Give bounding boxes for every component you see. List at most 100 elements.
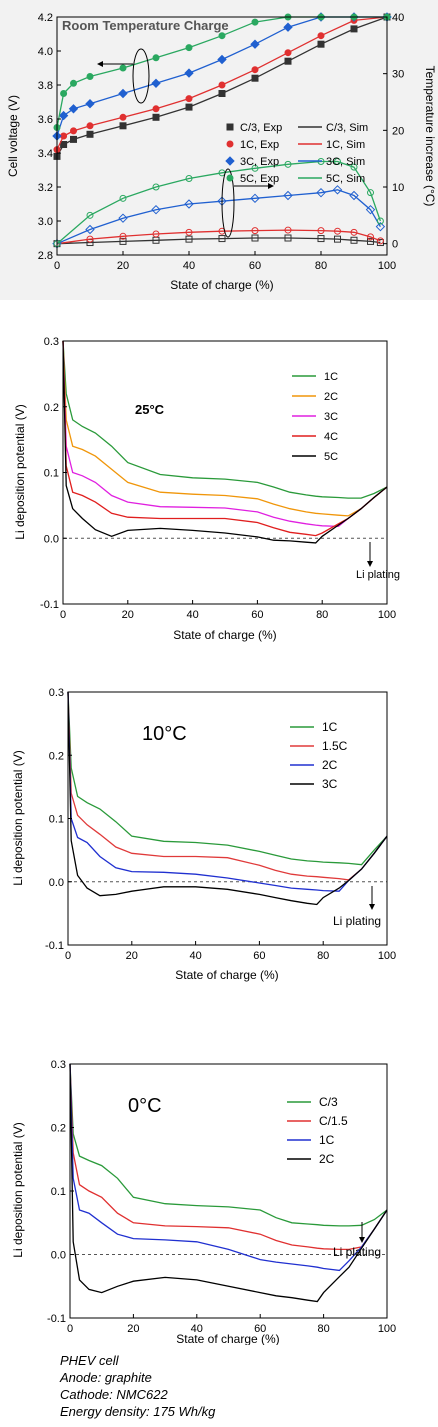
legend: C/3, Exp C/3, Sim 1C, Exp 1C, Sim 3C, Exp 3C,… [225,122,368,185]
data-marker [317,40,325,48]
legend-label-1C: 1C [324,371,338,383]
series-line-C/1.5 [69,1063,388,1251]
data-marker [283,22,293,32]
data-marker [334,158,341,165]
data-marker [119,232,127,240]
data-marker [58,110,69,121]
data-marker [283,190,293,201]
legend-exp-label: C/3, Exp [240,122,282,134]
plating-arrowhead [359,1237,365,1243]
data-marker [152,54,160,62]
legend-label-2C: 2C [319,1152,335,1166]
data-marker [251,164,259,172]
y-tick-label: 0.0 [44,533,59,545]
x-tick-label: 40 [191,1323,203,1335]
series-line-1C [69,1063,388,1272]
plating-arrow [359,1222,365,1243]
series-line-3C [67,691,388,906]
legend-sim-label: 3C, Sim [326,156,365,168]
y-tick-label: 3.0 [38,216,53,228]
x-tick-label: 0 [67,1323,73,1335]
data-marker [367,237,374,245]
legend-exp-label: 3C, Exp [240,156,279,168]
data-marker [316,187,326,198]
data-marker [284,57,292,65]
y-tick-label: 3.4 [38,148,53,160]
data-marker [185,175,193,182]
legend: 1C 2C 3C 4C 5C [292,371,338,463]
data-marker [250,39,260,49]
data-marker [284,226,292,234]
legend-sim-label: C/3, Sim [326,122,368,134]
legend-label-3C: 3C [322,777,338,791]
y2-tick-label: 30 [392,69,404,81]
series-line-1C [67,691,388,866]
data-marker [184,68,194,78]
data-marker [251,18,259,26]
x-axis: 0 20 40 60 80 100 [60,600,396,621]
y-tick-label: 0.0 [49,877,64,889]
plating-label: Li plating [333,914,381,928]
y-tick-label: 2.8 [38,250,53,262]
temperature-sim-line [56,237,381,245]
data-marker [119,122,127,130]
data-marker [350,236,358,244]
x-tick-label: 0 [60,609,66,621]
x-tick-label: 100 [378,950,396,962]
x-tick-label: 80 [317,950,329,962]
x-tick-label: 20 [126,950,138,962]
plating-arrow [367,542,373,567]
y-tick-label: 0.0 [51,1250,66,1262]
x-axis: 0 20 40 60 80 100 [67,1314,396,1335]
data-marker [350,228,358,236]
data-marker [118,213,128,223]
legend-label-2C: 2C [324,391,338,403]
y-tick-label: 3.8 [38,80,53,92]
data-marker [70,127,77,135]
data-marker [152,105,160,113]
temperature-annotation: 0°C [128,1095,162,1117]
voltage-ellipse [132,48,150,104]
data-marker [349,190,359,201]
x-tick-label: 40 [186,609,198,621]
legend-exp-label: 1C, Exp [240,139,279,151]
legend-label-3C: 3C [324,411,338,423]
data-marker [250,193,260,204]
chart-title: Room Temperature Charge [62,18,229,33]
data-marker [85,98,95,109]
panel-10C: 0 20 40 60 80 100 -0.1 0.0 0.1 0.2 0.3 State of c… [11,687,396,982]
y-tick-label: 0.2 [51,1123,66,1135]
data-marker [70,79,77,87]
data-marker [218,32,226,40]
plot-area [67,691,388,906]
data-marker [151,204,161,215]
legend-sim-label: 5C, Sim [326,173,365,185]
legend-label-C/1.5: C/1.5 [319,1114,348,1128]
series-line-2C [69,1063,388,1303]
data-marker [86,130,94,138]
data-marker [185,103,193,111]
legend: C/3 C/1.5 1C 2C [287,1095,348,1166]
plating-label: Li plating [333,1245,381,1259]
data-marker [151,78,161,89]
plot-area [62,340,388,544]
y2-tick-label: 0 [392,239,398,251]
y-tick-label: 0.3 [51,1059,66,1071]
y-tick-label: 0.2 [44,402,59,414]
data-marker [218,90,226,97]
data-marker [119,194,127,202]
data-marker [317,227,325,235]
data-marker [86,211,94,219]
data-marker [118,88,128,99]
y-tick-label: 0.3 [44,336,59,348]
series-line-1C [62,340,388,499]
x-tick-label: 20 [117,260,129,272]
data-marker [332,185,343,195]
data-marker [218,81,226,89]
data-marker [185,95,193,103]
x-tick-label: 60 [249,260,261,272]
data-marker [86,73,94,80]
legend-label-5C: 5C [324,451,338,463]
temperature-annotation: 10°C [142,723,187,745]
legend-label-1C: 1C [319,1133,335,1147]
